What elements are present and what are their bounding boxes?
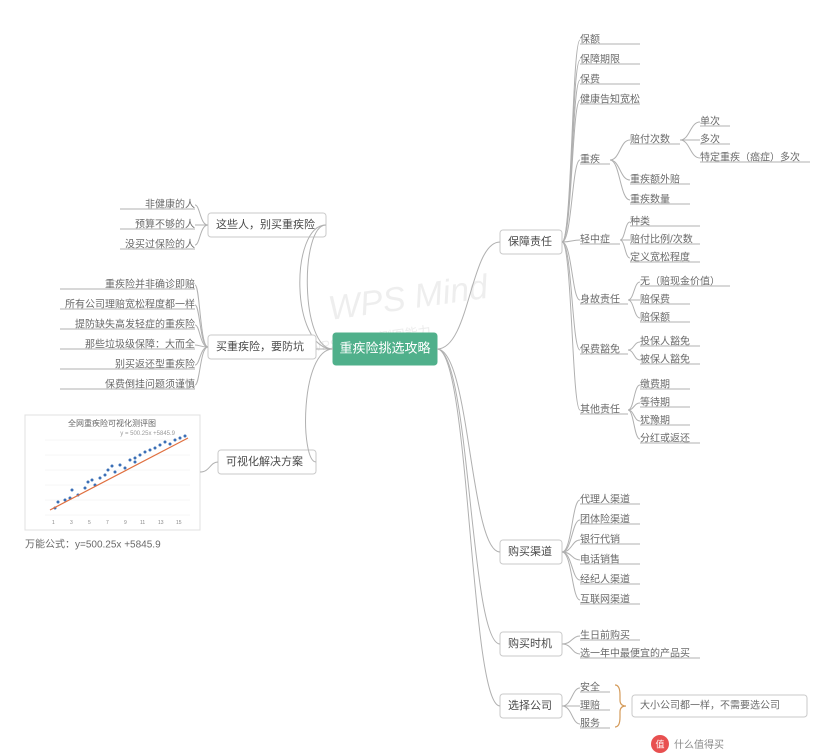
right-node-3: 选择公司: [500, 694, 562, 718]
svg-text:全网重疾险可视化测评图: 全网重疾险可视化测评图: [68, 418, 156, 428]
watermark-big: WPS Mind: [326, 268, 491, 328]
svg-text:重疾险挑选攻略: 重疾险挑选攻略: [339, 340, 430, 355]
svg-text:13: 13: [158, 520, 164, 526]
svg-text:购买时机: 购买时机: [508, 636, 552, 650]
svg-text:可视化解决方案: 可视化解决方案: [226, 454, 303, 468]
svg-text:这些人，别买重疾险: 这些人，别买重疾险: [216, 217, 315, 231]
left-node-0: 这些人，别买重疾险: [208, 213, 326, 237]
svg-text:值: 值: [655, 738, 664, 749]
root-node: 重疾险挑选攻略: [333, 333, 437, 365]
svg-text:购买渠道: 购买渠道: [508, 544, 552, 558]
svg-text:15: 15: [176, 520, 182, 526]
svg-text:保障责任: 保障责任: [508, 234, 552, 248]
right-node-1: 购买渠道: [500, 540, 562, 564]
right-node-0: 保障责任: [500, 230, 562, 254]
right-node-2: 购买时机: [500, 632, 562, 656]
annotation-box: 大小公司都一样，不需要选公司: [632, 695, 807, 717]
svg-text:7: 7: [106, 520, 109, 526]
mindmap-canvas: WPS Mind WPS Office 测图能力 重疾险挑选攻略 这些人，别买重…: [0, 0, 828, 754]
svg-text:买重疾险，要防坑: 买重疾险，要防坑: [216, 339, 304, 353]
svg-text:y = 500.25x +5845.9: y = 500.25x +5845.9: [120, 431, 175, 437]
svg-text:1: 1: [52, 520, 55, 526]
svg-text:11: 11: [140, 520, 145, 526]
svg-text:3: 3: [70, 520, 73, 526]
formula-text: 万能公式：y=500.25x +5845.9: [25, 538, 161, 551]
svg-text:选择公司: 选择公司: [508, 698, 552, 712]
left-node-2: 可视化解决方案: [218, 450, 316, 474]
svg-text:大小公司都一样，不需要选公司: 大小公司都一样，不需要选公司: [640, 699, 780, 712]
chart-thumbnail: 全网重疾险可视化测评图 y = 500.25x +5845.9 135 7911…: [25, 415, 200, 530]
svg-text:什么值得买: 什么值得买: [674, 738, 724, 751]
svg-text:5: 5: [88, 520, 91, 526]
footer-logo: 值 什么值得买: [651, 735, 724, 753]
left-node-1: 买重疾险，要防坑: [208, 335, 316, 359]
svg-text:9: 9: [124, 520, 127, 526]
